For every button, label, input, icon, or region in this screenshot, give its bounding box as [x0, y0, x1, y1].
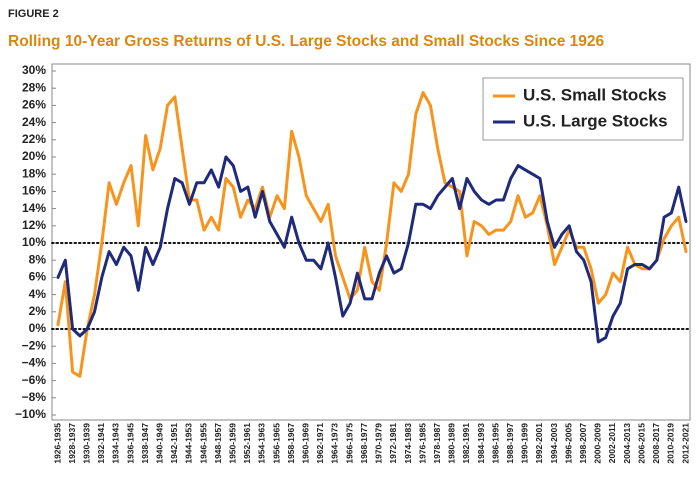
y-tick-label: 26% [22, 98, 46, 112]
y-tick-label: 10% [22, 235, 46, 249]
x-tick-label: 1942-1951 [169, 423, 179, 464]
x-tick-label: 1954-1963 [257, 423, 267, 464]
x-tick-label: 1988-1997 [505, 423, 515, 464]
series-line [56, 155, 688, 344]
legend-label: U.S. Small Stocks [523, 85, 667, 104]
y-tick-label: 20% [22, 149, 46, 163]
x-tick-label: 1946-1955 [198, 423, 208, 464]
y-tick-label: 22% [22, 132, 46, 146]
x-tick-label: 1952-1961 [242, 423, 252, 464]
x-tick-label: 1994-2003 [549, 423, 559, 464]
y-tick-label: 12% [22, 218, 46, 232]
legend-label: U.S. Large Stocks [523, 111, 668, 130]
x-tick-label: 1998-2007 [578, 423, 588, 464]
x-tick-label: 1960-1969 [301, 423, 311, 464]
figure-label: FIGURE 2 [8, 8, 59, 20]
x-tick-label: 1964-1973 [330, 423, 340, 464]
x-tick-label: 1948-1957 [213, 423, 223, 464]
x-tick-label: 2010-2019 [666, 423, 676, 464]
y-tick-label: −10% [15, 407, 46, 421]
x-tick-label: 1940-1949 [154, 423, 164, 464]
x-tick-label: 1972-1981 [388, 423, 398, 464]
x-tick-label: 1996-2005 [563, 423, 573, 464]
y-tick-label: 8% [29, 252, 47, 266]
x-tick-label: 1974-1983 [403, 423, 413, 464]
y-tick-label: 14% [22, 201, 46, 215]
x-tick-label: 1926-1935 [52, 423, 62, 464]
x-tick-label: 1984-1993 [476, 423, 486, 464]
x-tick-label: 1958-1967 [286, 423, 296, 464]
y-tick-label: −2% [22, 338, 47, 352]
x-tick-label: 1992-2001 [534, 423, 544, 464]
x-tick-label: 1966-1975 [344, 423, 354, 464]
y-tick-label: −6% [22, 373, 47, 387]
x-tick-label: 1982-1991 [461, 423, 471, 464]
y-tick-label: 18% [22, 166, 46, 180]
x-tick-label: 1978-1987 [432, 423, 442, 464]
chart-title: Rolling 10-Year Gross Returns of U.S. La… [8, 33, 604, 50]
x-tick-label: 2004-2013 [622, 423, 632, 464]
series-line [56, 91, 688, 378]
x-tick-label: 1930-1939 [81, 423, 91, 464]
x-tick-label: 1938-1947 [140, 423, 150, 464]
y-tick-label: 28% [22, 80, 46, 94]
x-tick-label: 2000-2009 [593, 423, 603, 464]
y-tick-label: 24% [22, 115, 46, 129]
y-tick-label: 6% [29, 270, 47, 284]
legend-box [482, 77, 684, 141]
x-tick-label: 1970-1979 [374, 423, 384, 464]
y-tick-label: 16% [22, 184, 46, 198]
y-tick-label: −8% [22, 390, 47, 404]
x-tick-label: 1934-1943 [111, 423, 121, 464]
x-tick-label: 1944-1953 [184, 423, 194, 464]
x-tick-label: 1968-1977 [359, 423, 369, 464]
x-tick-label: 2008-2017 [651, 423, 661, 464]
x-tick-label: 2012-2021 [680, 423, 690, 464]
y-tick-label: 30% [22, 63, 46, 77]
x-tick-label: 1936-1945 [125, 423, 135, 464]
x-tick-label: 2006-2015 [636, 423, 646, 464]
y-tick-label: 4% [29, 287, 47, 301]
x-tick-label: 1928-1937 [67, 423, 77, 464]
x-tick-label: 2002-2011 [607, 423, 617, 463]
y-tick-label: 0% [29, 321, 47, 335]
x-tick-label: 1950-1959 [228, 423, 238, 464]
y-tick-label: 2% [29, 304, 47, 318]
y-tick-label: −4% [22, 356, 47, 370]
x-tick-label: 1990-1999 [520, 423, 530, 464]
x-tick-label: 1980-1989 [447, 423, 457, 464]
x-tick-label: 1976-1985 [417, 423, 427, 464]
x-tick-label: 1986-1995 [490, 423, 500, 464]
x-tick-label: 1956-1965 [271, 423, 281, 464]
x-tick-label: 1962-1971 [315, 423, 325, 464]
x-tick-label: 1932-1941 [96, 423, 106, 464]
